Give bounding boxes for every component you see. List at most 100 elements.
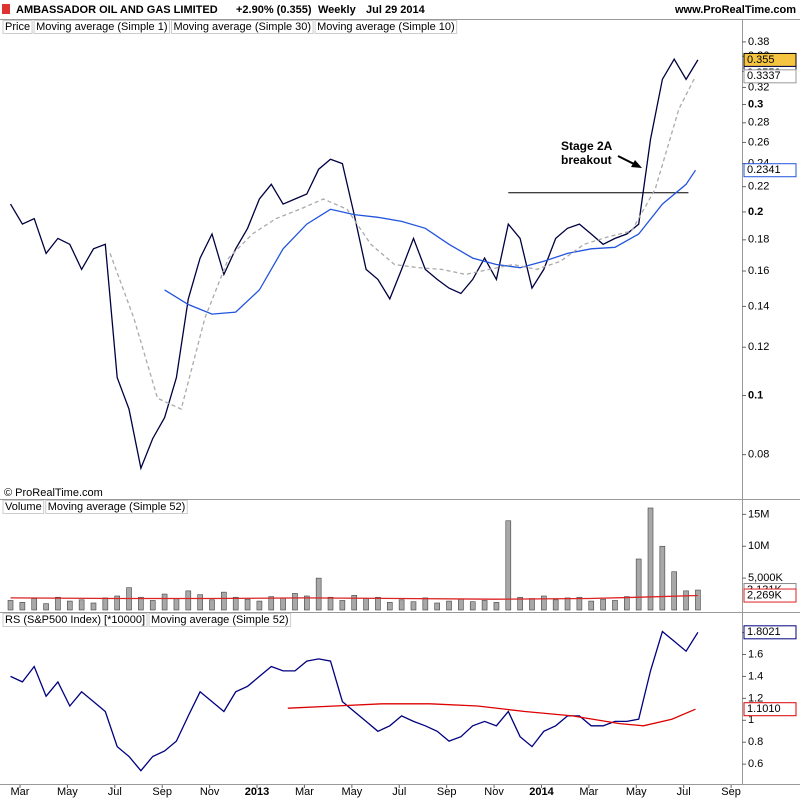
- volume-bar: [505, 520, 512, 611]
- volume-bar: [149, 600, 156, 611]
- annotation: breakout: [561, 153, 612, 167]
- y-tick-label: 0.18: [748, 234, 769, 246]
- legend-box: [314, 20, 458, 34]
- series-line: [287, 703, 696, 727]
- volume-bar: [90, 602, 97, 611]
- y-tick-label: 1: [748, 714, 754, 726]
- volume-bar: [564, 597, 571, 611]
- volume-bar: [351, 595, 358, 611]
- y-tick-label: 1.6: [748, 648, 763, 660]
- volume-bar: [647, 507, 654, 611]
- volume-bar: [221, 591, 227, 611]
- volume-bar: [256, 600, 263, 611]
- volume-bar: [659, 545, 666, 611]
- last-value-box: [743, 702, 797, 717]
- volume-bar: [19, 602, 26, 611]
- legend-entry: Moving average (Simple 30): [174, 21, 312, 33]
- x-tick-label: Sep: [437, 786, 457, 798]
- legend-entry: Moving average (Simple 1): [36, 21, 167, 33]
- last-value-label: 0.3337: [747, 70, 781, 82]
- last-value-box: [743, 163, 797, 178]
- volume-bar: [244, 598, 251, 611]
- x-tick-label: May: [341, 786, 362, 798]
- volume-bar: [78, 599, 85, 611]
- y-tick-label: 0.28: [748, 117, 769, 129]
- last-value-box: [743, 625, 797, 640]
- volume-bar: [268, 596, 275, 611]
- legend-entry: Moving average (Simple 52): [151, 614, 289, 626]
- period: Weekly: [318, 4, 357, 16]
- source: www.ProRealTime.com: [674, 4, 796, 16]
- legend-entry: Moving average (Simple 52): [48, 501, 186, 513]
- legend-entry: Price: [5, 21, 30, 33]
- x-tick-label: Jul: [392, 786, 406, 798]
- x-tick-label: 2013: [245, 786, 269, 798]
- legend-entry: RS (S&P500 Index) [*10000]: [5, 614, 145, 626]
- series-line: [10, 594, 698, 600]
- legend-box: [171, 20, 314, 34]
- series-line: [164, 169, 697, 315]
- y-tick-label: 0.32: [748, 81, 769, 93]
- volume-bar: [386, 602, 393, 611]
- y-tick-label: 0.08: [748, 449, 769, 461]
- x-tick-label: Mar: [11, 786, 30, 798]
- volume-bar: [635, 558, 642, 611]
- x-tick-label: Nov: [200, 786, 220, 798]
- volume-bar: [671, 571, 678, 611]
- y-tick-label: 0.16: [748, 265, 769, 277]
- volume-bar: [469, 601, 476, 611]
- y-tick-label: 0.1: [748, 389, 763, 401]
- volume-bar: [43, 603, 49, 611]
- y-tick-label: 0.2: [748, 206, 763, 218]
- volume-bar: [529, 598, 535, 611]
- legend-box: [33, 20, 171, 34]
- volume-bar: [339, 600, 346, 611]
- volume-bar: [695, 589, 701, 611]
- x-tick-label: May: [626, 786, 647, 798]
- last-value-label: 0.355: [747, 54, 775, 66]
- y-tick-label: 1.4: [748, 670, 763, 682]
- volume-bar: [173, 598, 180, 611]
- volume-bar: [375, 596, 381, 611]
- volume-bar: [304, 595, 310, 611]
- x-tick-label: 2014: [529, 786, 554, 798]
- x-tick-label: Mar: [579, 786, 598, 798]
- last-value-label: 1.8021: [747, 626, 781, 638]
- x-tick-label: Sep: [152, 786, 172, 798]
- volume-bar: [55, 596, 61, 611]
- legend-box: [2, 613, 148, 627]
- volume-bar: [410, 601, 417, 611]
- volume-bar: [327, 596, 334, 611]
- volume-bar: [434, 602, 440, 611]
- volume-bar: [185, 590, 192, 611]
- last-value-box: [743, 69, 797, 84]
- volume-bar: [588, 600, 595, 611]
- volume-bar: [161, 593, 168, 611]
- date: Jul 29 2014: [366, 4, 426, 16]
- volume-bar: [292, 593, 298, 611]
- volume-bar: [612, 600, 618, 611]
- x-tick-label: Sep: [721, 786, 741, 798]
- x-tick-label: Nov: [484, 786, 504, 798]
- x-tick-label: May: [57, 786, 78, 798]
- y-tick-label: 0.38: [748, 36, 769, 48]
- volume-bar: [481, 600, 488, 611]
- logo: [2, 4, 10, 14]
- last-value-box: [743, 588, 797, 603]
- x-tick-label: Jul: [108, 786, 122, 798]
- y-tick-label: 0.3: [748, 98, 763, 110]
- legend-entry: Volume: [5, 501, 42, 513]
- volume-bar: [363, 598, 369, 611]
- y-tick-label: 0.14: [748, 300, 769, 312]
- volume-bar: [138, 596, 144, 611]
- volume-bar: [458, 598, 464, 611]
- volume-bar: [114, 595, 120, 611]
- volume-bar: [66, 600, 73, 611]
- legend-box: [2, 20, 33, 34]
- volume-bar: [315, 577, 322, 611]
- legend-box: [148, 613, 292, 627]
- volume-bar: [422, 597, 429, 611]
- annotation: Stage 2A: [561, 139, 613, 153]
